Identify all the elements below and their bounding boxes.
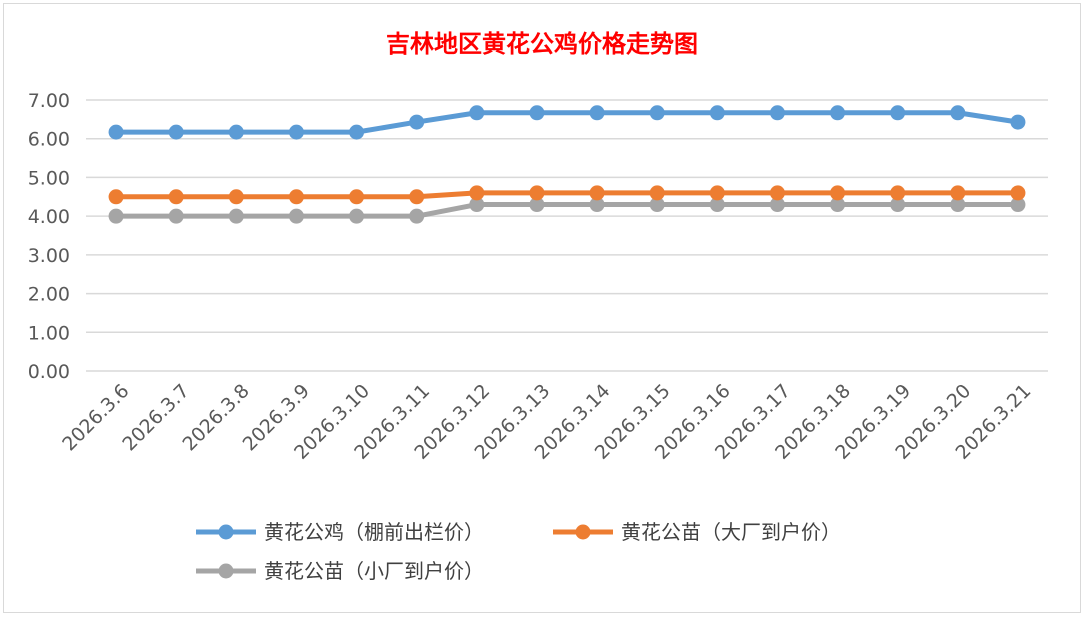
data-point	[589, 185, 605, 201]
data-point	[349, 208, 365, 224]
legend-label: 黄花公苗（小厂到户价）	[264, 559, 484, 583]
y-tick-label: 4.00	[28, 206, 70, 228]
legend-marker	[575, 524, 591, 540]
data-point	[469, 105, 485, 121]
data-point	[228, 124, 244, 140]
data-point	[228, 189, 244, 205]
data-point	[228, 208, 244, 224]
data-point	[529, 105, 545, 121]
series-黄花公苗（小厂到户价）	[108, 197, 1026, 224]
data-point	[409, 114, 425, 130]
y-tick-label: 6.00	[28, 129, 70, 151]
data-point	[469, 197, 485, 213]
chart-area	[3, 3, 1081, 613]
data-point	[288, 124, 304, 140]
data-point	[589, 105, 605, 121]
data-point	[769, 105, 785, 121]
data-point	[529, 185, 545, 201]
chart-title: 吉林地区黄花公鸡价格走势图	[386, 29, 698, 58]
y-tick-label: 7.00	[28, 90, 70, 112]
series-line	[116, 190, 1018, 200]
data-point	[890, 185, 906, 201]
y-tick-label: 1.00	[28, 322, 70, 344]
data-point	[168, 208, 184, 224]
series-line	[116, 110, 1019, 135]
series-黄花公苗（大厂到户价）	[108, 185, 1026, 205]
data-point	[890, 105, 906, 121]
data-point	[589, 197, 605, 213]
data-point	[649, 185, 665, 201]
data-point	[349, 124, 365, 140]
data-point	[288, 189, 304, 205]
data-point	[1010, 114, 1026, 130]
y-tick-label: 5.00	[28, 167, 70, 189]
data-point	[769, 197, 785, 213]
data-point	[769, 185, 785, 201]
legend-item: 黄花公苗（大厂到户价）	[553, 520, 841, 544]
series-黄花公鸡（棚前出栏价）	[108, 105, 1026, 140]
legend-label: 黄花公苗（大厂到户价）	[621, 520, 841, 544]
data-point	[1010, 185, 1026, 201]
y-tick-label: 2.00	[28, 284, 70, 306]
data-point	[709, 185, 725, 201]
data-point	[529, 197, 545, 213]
legend-item: 黄花公苗（小厂到户价）	[196, 559, 484, 583]
data-point	[830, 185, 846, 201]
data-point	[108, 189, 124, 205]
data-point	[649, 197, 665, 213]
data-point	[890, 197, 906, 213]
data-point	[1010, 197, 1026, 213]
data-point	[830, 197, 846, 213]
data-point	[108, 124, 124, 140]
data-point	[830, 105, 846, 121]
data-point	[108, 208, 124, 224]
data-point	[469, 185, 485, 201]
data-point	[409, 189, 425, 205]
y-tick-label: 0.00	[28, 361, 70, 383]
data-point	[950, 197, 966, 213]
data-point	[709, 197, 725, 213]
data-point	[950, 105, 966, 121]
data-point	[709, 105, 725, 121]
data-point	[288, 208, 304, 224]
legend-label: 黄花公鸡（棚前出栏价）	[264, 520, 484, 544]
data-point	[168, 189, 184, 205]
data-point	[409, 208, 425, 224]
legend-item: 黄花公鸡（棚前出栏价）	[196, 520, 484, 544]
series-line	[116, 202, 1018, 219]
legend-marker	[218, 563, 234, 579]
data-point	[950, 185, 966, 201]
legend-marker	[218, 524, 234, 540]
y-tick-label: 3.00	[28, 245, 70, 267]
data-point	[168, 124, 184, 140]
data-point	[349, 189, 365, 205]
data-point	[649, 105, 665, 121]
